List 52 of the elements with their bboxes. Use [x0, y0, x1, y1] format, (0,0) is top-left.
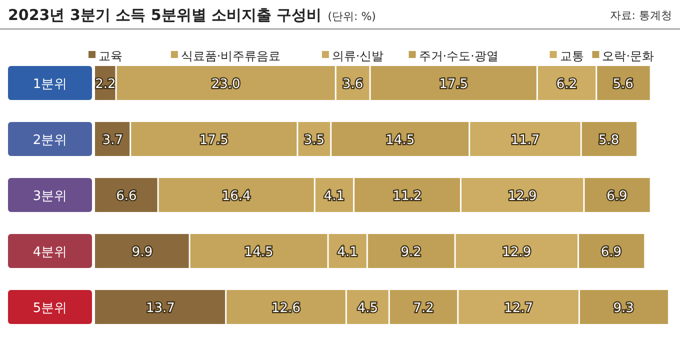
data-label: 3.6: [342, 77, 364, 92]
data-label: 17.5: [439, 77, 468, 92]
data-label: 7.2: [413, 301, 434, 316]
bar: [95, 234, 190, 268]
bar: [578, 234, 644, 268]
chart-subtitle: (단위: %): [328, 10, 376, 23]
y-tick-label: 4분위: [32, 245, 68, 260]
y-tick-label: 1분위: [32, 77, 68, 92]
y-tick-label: 3분위: [32, 189, 68, 204]
bar: [458, 290, 580, 324]
data-label: 9.9: [132, 245, 153, 260]
data-label: 11.2: [392, 189, 422, 204]
data-label: 14.5: [244, 245, 274, 260]
legend-label: 교육: [98, 49, 123, 63]
data-label: 3.7: [102, 133, 124, 148]
legend-label: 오락·문화: [602, 49, 654, 63]
bar: [95, 290, 226, 324]
data-label: 4.1: [337, 245, 358, 260]
data-label: 6.9: [600, 245, 622, 260]
bar: [579, 290, 668, 324]
data-label: 5.6: [612, 77, 634, 92]
chart-title: 2023년 3분기 소득 5분위별 소비지출 구성비: [8, 6, 322, 24]
data-label: 4.1: [324, 189, 345, 204]
data-label: 12.9: [508, 189, 537, 204]
data-label: 2.2: [95, 77, 116, 92]
text: 자료: 통계청: [610, 9, 672, 22]
data-label: 13.7: [146, 301, 175, 316]
data-label: 14.5: [386, 133, 415, 148]
data-label: 6.9: [606, 189, 628, 204]
data-label: 9.2: [400, 245, 422, 260]
bar: [455, 234, 578, 268]
data-label: 16.4: [222, 189, 251, 204]
data-label: 3.5: [304, 133, 325, 148]
y-tick-label: 2분위: [32, 133, 68, 148]
bar: [469, 122, 582, 156]
y-tick-label: 5분위: [32, 301, 68, 316]
bar: [95, 178, 158, 212]
data-label: 11.7: [510, 133, 540, 148]
data-label: 5.8: [598, 133, 620, 148]
legend-label: 의류·신발: [332, 49, 384, 63]
data-label: 9.3: [613, 301, 634, 316]
data-label: 17.5: [199, 133, 228, 148]
data-label: 12.7: [504, 301, 534, 316]
data-label: 23.0: [211, 77, 240, 92]
legend-label: 교통: [560, 49, 584, 63]
bar: [584, 178, 650, 212]
data-label: 12.6: [272, 301, 300, 316]
data-label: 4.5: [357, 301, 378, 316]
data-label: 6.2: [556, 77, 578, 92]
data-label: 6.6: [116, 189, 137, 204]
data-label: 12.9: [502, 245, 532, 260]
bar: [460, 178, 584, 212]
